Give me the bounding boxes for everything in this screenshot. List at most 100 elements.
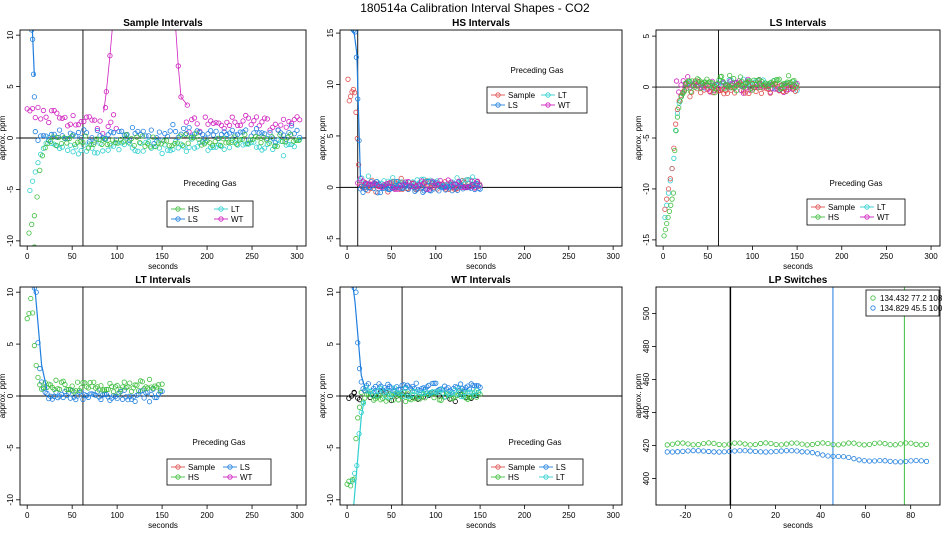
data-point bbox=[397, 183, 403, 189]
y-tick-label: 15 bbox=[326, 28, 335, 37]
x-tick-label: 250 bbox=[562, 511, 576, 520]
data-point bbox=[350, 86, 356, 93]
wt-spike-line bbox=[103, 30, 113, 113]
panel-title: LP Switches bbox=[769, 275, 828, 286]
x-tick-label: 50 bbox=[68, 252, 77, 261]
x-tick-label: 50 bbox=[387, 511, 396, 520]
data-point bbox=[724, 82, 730, 88]
legend-title: Preceding Gas bbox=[509, 438, 562, 447]
panel-title: LS Intervals bbox=[770, 18, 827, 29]
data-point bbox=[196, 136, 202, 143]
x-tick-label: 250 bbox=[880, 252, 894, 261]
data-point bbox=[381, 182, 387, 188]
data-point bbox=[664, 196, 670, 202]
data-point bbox=[91, 141, 97, 147]
legend-title: Preceding Gas bbox=[830, 179, 883, 188]
data-point bbox=[235, 122, 241, 129]
data-point bbox=[251, 118, 257, 124]
legend-box bbox=[166, 458, 272, 486]
data-point bbox=[669, 196, 675, 202]
data-point bbox=[908, 458, 914, 464]
data-point bbox=[405, 393, 411, 399]
data-point bbox=[27, 187, 33, 194]
data-point bbox=[393, 178, 399, 185]
data-point bbox=[62, 114, 68, 121]
data-point bbox=[436, 188, 442, 194]
data-point bbox=[162, 131, 168, 137]
data-point bbox=[794, 448, 800, 454]
x-tick-label: 200 bbox=[518, 252, 532, 261]
data-point bbox=[815, 440, 821, 447]
data-point bbox=[194, 121, 200, 127]
data-point bbox=[923, 458, 930, 464]
data-point bbox=[721, 449, 727, 455]
x-tick-label: 300 bbox=[924, 252, 938, 261]
y-tick-label: 500 bbox=[642, 306, 651, 320]
data-point bbox=[229, 114, 235, 120]
data-point bbox=[156, 129, 163, 135]
data-point bbox=[205, 147, 211, 153]
data-point bbox=[789, 448, 795, 454]
data-point bbox=[228, 139, 234, 145]
data-point bbox=[105, 147, 111, 153]
data-point bbox=[224, 119, 230, 125]
data-point bbox=[31, 343, 37, 349]
data-point bbox=[737, 440, 743, 446]
data-point bbox=[711, 449, 717, 455]
data-point bbox=[37, 366, 43, 372]
data-point bbox=[65, 123, 71, 129]
data-point bbox=[733, 88, 739, 94]
data-point bbox=[665, 214, 671, 221]
data-point bbox=[87, 391, 93, 397]
data-point bbox=[752, 441, 759, 448]
data-point bbox=[728, 77, 734, 83]
data-point bbox=[43, 114, 49, 120]
data-point bbox=[677, 98, 683, 104]
data-point bbox=[56, 145, 63, 151]
data-point bbox=[345, 76, 351, 82]
x-tick-label: 200 bbox=[518, 511, 532, 520]
x-tick-label: 0 bbox=[345, 252, 350, 261]
data-point bbox=[861, 458, 867, 464]
data-point bbox=[146, 399, 153, 405]
legend-marker bbox=[870, 305, 876, 311]
data-point bbox=[408, 183, 414, 190]
data-point bbox=[384, 185, 390, 192]
data-point bbox=[240, 142, 246, 148]
legend: Preceding Gas HS LT LS WT bbox=[166, 179, 254, 228]
data-point bbox=[280, 153, 287, 159]
data-point bbox=[711, 85, 717, 91]
data-point bbox=[390, 175, 396, 181]
data-point bbox=[809, 441, 816, 448]
data-point bbox=[232, 119, 238, 125]
data-point bbox=[918, 442, 924, 448]
x-tick-label: 100 bbox=[746, 252, 760, 261]
data-point bbox=[46, 119, 52, 126]
data-point bbox=[182, 132, 189, 138]
data-point bbox=[776, 76, 782, 82]
data-point bbox=[114, 382, 120, 389]
x-tick-label: 0 bbox=[345, 511, 350, 520]
data-point bbox=[746, 90, 752, 97]
data-point bbox=[145, 141, 151, 147]
data-point bbox=[763, 440, 769, 446]
data-point bbox=[121, 132, 127, 138]
x-axis-label: seconds bbox=[783, 262, 813, 271]
data-point bbox=[721, 442, 727, 448]
data-point bbox=[98, 383, 104, 389]
data-point bbox=[51, 107, 57, 114]
y-tick-label: -5 bbox=[6, 444, 15, 452]
data-point bbox=[280, 132, 287, 138]
data-point bbox=[24, 316, 30, 322]
data-point bbox=[697, 85, 703, 92]
x-tick-label: 40 bbox=[816, 511, 825, 520]
legend-marker bbox=[543, 464, 549, 470]
data-point bbox=[54, 134, 60, 140]
data-point bbox=[293, 137, 299, 144]
data-point bbox=[690, 83, 697, 89]
data-point bbox=[840, 441, 847, 447]
data-point bbox=[105, 386, 111, 392]
x-tick-label: 0 bbox=[661, 252, 666, 261]
data-point bbox=[405, 186, 411, 193]
data-point bbox=[431, 380, 437, 386]
